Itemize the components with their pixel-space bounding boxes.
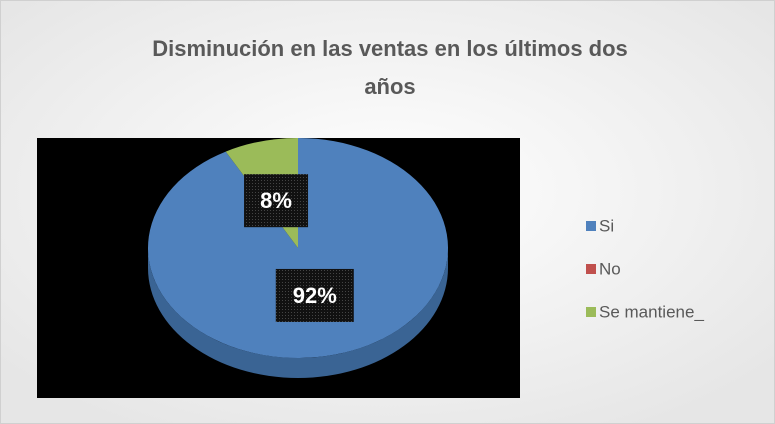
legend-label: No: [599, 259, 621, 278]
title-line: Disminución en las ventas en los últimos…: [152, 36, 628, 61]
legend-swatch: [586, 264, 596, 274]
data-label: 92%: [293, 283, 337, 308]
title-line: años: [364, 74, 415, 99]
data-label-box: [275, 268, 354, 322]
legend-label: Si: [599, 216, 614, 235]
data-label: 8%: [260, 188, 292, 213]
pie-side: [148, 248, 448, 378]
legend-swatch: [586, 307, 596, 317]
legend-label: Se mantiene_: [599, 302, 704, 321]
legend-swatch: [586, 221, 596, 231]
data-label-box: [244, 174, 309, 228]
chart-title: Disminución en las ventas en los últimos…: [152, 36, 628, 99]
